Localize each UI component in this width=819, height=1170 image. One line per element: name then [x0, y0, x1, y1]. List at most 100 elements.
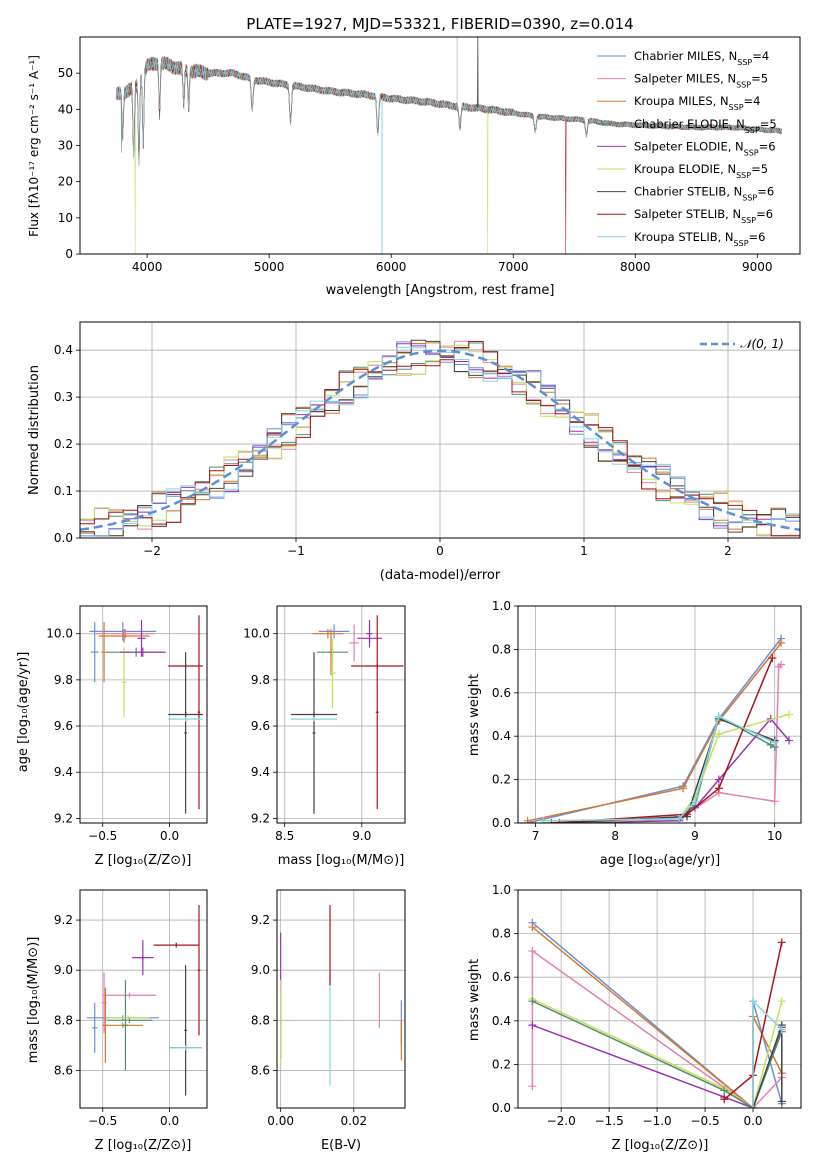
axes-frame — [517, 605, 802, 824]
x-tick-label: 0.00 — [267, 1114, 294, 1128]
series-line — [532, 1000, 783, 1108]
x-tick-label: 0.0 — [160, 1114, 179, 1128]
series-line — [527, 642, 782, 822]
massz-xlabel: Z [log₁₀(Z/Z⊙)] — [95, 1138, 192, 1153]
series-marker — [785, 736, 794, 745]
agemass-xlabel: mass [log₁₀(M/M⊙)] — [278, 853, 405, 868]
y-tick-label: 0.8 — [492, 642, 511, 656]
series-marker — [777, 938, 786, 947]
x-tick-label: 2 — [724, 544, 732, 558]
x-tick-label: 1 — [580, 544, 588, 558]
legend-entry: Chabrier MILES, NSSP=4 — [634, 49, 769, 67]
histogram-step — [80, 341, 800, 537]
spectrum-line — [116, 56, 782, 254]
residual-xlabel: (data-model)/error — [380, 568, 501, 583]
y-tick-label: 0.2 — [54, 437, 73, 451]
y-tick-label: 20 — [58, 175, 73, 189]
y-tick-label: 9.2 — [54, 913, 73, 927]
y-tick-label: 9.6 — [54, 719, 73, 733]
series-marker — [777, 1097, 786, 1106]
plot-area — [290, 615, 404, 814]
y-tick-label: 10.0 — [46, 627, 73, 641]
y-tick-label: 9.4 — [251, 765, 270, 779]
series-marker — [675, 814, 684, 823]
x-tick-label: 0.0 — [160, 829, 179, 843]
x-tick-label: 8.5 — [275, 829, 294, 843]
axes-frame — [276, 889, 406, 1109]
mass-weight-vs-age-panel: 7 8 9 10 0.0 0.2 0.4 0.6 0.8 1.0 — [492, 599, 802, 843]
y-tick-label: 9.2 — [54, 811, 73, 825]
legend-entry: Kroupa ELODIE, NSSP=5 — [634, 162, 768, 180]
series-marker — [528, 947, 537, 956]
series-line — [543, 715, 776, 822]
x-tick-label: −2.0 — [547, 1114, 576, 1128]
series-marker — [523, 816, 532, 823]
x-tick-label: −1.5 — [595, 1114, 624, 1128]
legend-entry: 𝒩(0, 1) — [740, 337, 784, 351]
y-tick-label: 0.3 — [54, 390, 73, 404]
series-marker — [683, 810, 692, 819]
legend-entry: Salpeter MILES, NSSP=5 — [634, 72, 768, 90]
spectrum-line — [116, 56, 782, 254]
x-tick-label: −2 — [143, 544, 161, 558]
x-tick-label: 9000 — [742, 260, 773, 274]
y-tick-label: 0.6 — [492, 686, 511, 700]
legend-entry: Salpeter STELIB, NSSP=6 — [634, 207, 773, 225]
legend-entry: Kroupa STELIB, NSSP=6 — [634, 230, 765, 248]
y-tick-label: 9.4 — [54, 765, 73, 779]
spectrum-legend: Chabrier MILES, NSSP=4 Salpeter MILES, NS… — [597, 49, 777, 247]
massebv-xlabel: E(B-V) — [321, 1138, 361, 1153]
series-marker — [720, 1086, 729, 1095]
x-tick-label: 4000 — [132, 260, 163, 274]
axes-frame — [276, 605, 406, 824]
y-tick-label: 0.4 — [492, 1014, 511, 1028]
plot-area — [89, 615, 203, 814]
plot-area — [528, 918, 786, 1108]
y-tick-label: 10 — [58, 211, 73, 225]
x-tick-label: 0.02 — [340, 1114, 367, 1128]
series-marker — [777, 1025, 786, 1034]
y-tick-label: 50 — [58, 66, 73, 80]
mwage-xlabel: age [log₁₀(age/yr)] — [600, 853, 721, 868]
y-tick-label: 10.0 — [243, 627, 270, 641]
y-tick-label: 30 — [58, 139, 73, 153]
series-marker — [720, 1095, 729, 1104]
series-marker — [528, 997, 537, 1006]
series-marker — [770, 797, 779, 806]
series-marker — [714, 730, 723, 739]
series-marker — [777, 997, 786, 1006]
y-tick-label: 1.0 — [492, 883, 511, 897]
x-tick-label: −1.0 — [643, 1114, 672, 1128]
y-tick-label: 9.0 — [251, 963, 270, 977]
spectrum-ylabel: Flux [fλ10⁻¹⁷ erg cm⁻² s⁻¹ A⁻¹] — [27, 55, 41, 237]
series-marker — [777, 638, 786, 647]
residual-ylabel: Normed distribution — [27, 365, 42, 495]
y-tick-label: 0.0 — [492, 1101, 511, 1115]
y-tick-label: 9.8 — [251, 673, 270, 687]
x-tick-label: −0.5 — [88, 829, 117, 843]
series-marker — [528, 1021, 537, 1030]
x-tick-label: −0.5 — [88, 1114, 117, 1128]
residual-histogram-panel: −2 −1 0 1 2 0.0 0.1 0.2 0.3 0.4 𝒩(0, 1) — [54, 321, 801, 558]
mass-weight-vs-metallicity-panel: −2.0 −1.5 −1.0 −0.5 0.0 0.0 0.2 0.4 0.6 0.8 1.0 — [492, 883, 802, 1128]
mass-vs-ebv-panel: 0.00 0.02 8.6 8.8 9.0 9.2 — [251, 889, 406, 1128]
axes-frame — [517, 889, 802, 1109]
series-marker — [714, 712, 723, 721]
x-tick-label: 7 — [532, 829, 540, 843]
series-line — [551, 657, 773, 823]
y-tick-label: 0.0 — [492, 816, 511, 830]
series-line — [543, 715, 776, 823]
massz-ylabel: mass [log₁₀(M/M⊙)] — [26, 937, 41, 1064]
y-tick-label: 9.2 — [251, 913, 270, 927]
spectrum-line — [116, 56, 782, 254]
y-tick-label: 9.8 — [54, 673, 73, 687]
mwz-ylabel: mass weight — [467, 959, 482, 1041]
x-tick-label: 7000 — [498, 260, 529, 274]
mass-vs-metallicity-panel: −0.5 0.0 8.6 8.8 9.0 9.2 — [54, 889, 208, 1128]
y-tick-label: 0.2 — [492, 773, 511, 787]
plot-area — [523, 634, 794, 823]
y-tick-label: 1.0 — [492, 599, 511, 613]
y-tick-label: 40 — [58, 102, 73, 116]
spectrum-xlabel: wavelength [Angstrom, rest frame] — [326, 283, 555, 298]
series-marker — [679, 784, 688, 793]
